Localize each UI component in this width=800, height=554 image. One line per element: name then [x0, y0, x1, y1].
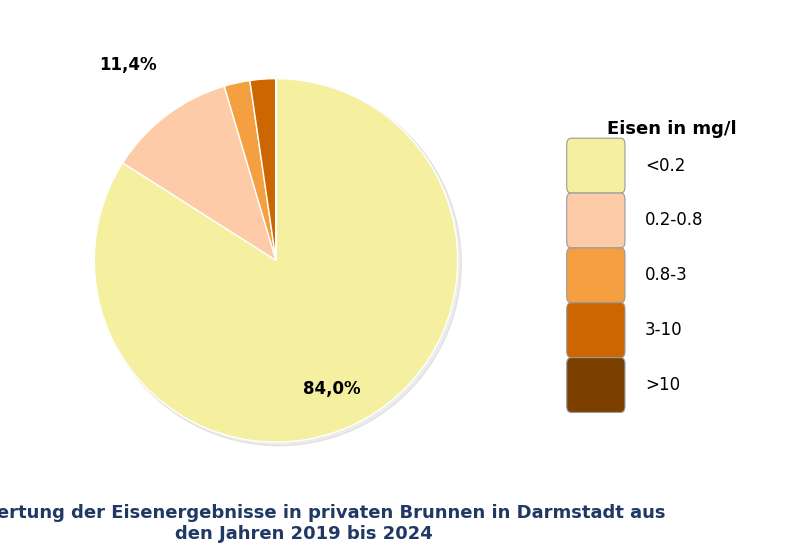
Text: <0.2: <0.2: [645, 157, 686, 175]
Circle shape: [96, 80, 462, 446]
Text: 0.2-0.8: 0.2-0.8: [645, 212, 704, 229]
FancyBboxPatch shape: [566, 138, 625, 193]
Text: >10: >10: [645, 376, 680, 394]
Wedge shape: [250, 79, 276, 260]
Text: 84,0%: 84,0%: [303, 380, 361, 398]
Wedge shape: [94, 79, 458, 442]
Text: 0.8-3: 0.8-3: [645, 266, 688, 284]
Text: 11,4%: 11,4%: [99, 55, 157, 74]
FancyBboxPatch shape: [566, 193, 625, 248]
Text: 3-10: 3-10: [645, 321, 682, 339]
FancyBboxPatch shape: [566, 248, 625, 302]
Text: Auswertung der Eisenergebnisse in privaten Brunnen in Darmstadt aus
den Jahren 2: Auswertung der Eisenergebnisse in privat…: [0, 504, 666, 543]
FancyBboxPatch shape: [566, 358, 625, 412]
Wedge shape: [122, 86, 276, 260]
Text: Eisen in mg/l: Eisen in mg/l: [607, 120, 737, 138]
Wedge shape: [224, 80, 276, 260]
FancyBboxPatch shape: [566, 302, 625, 358]
